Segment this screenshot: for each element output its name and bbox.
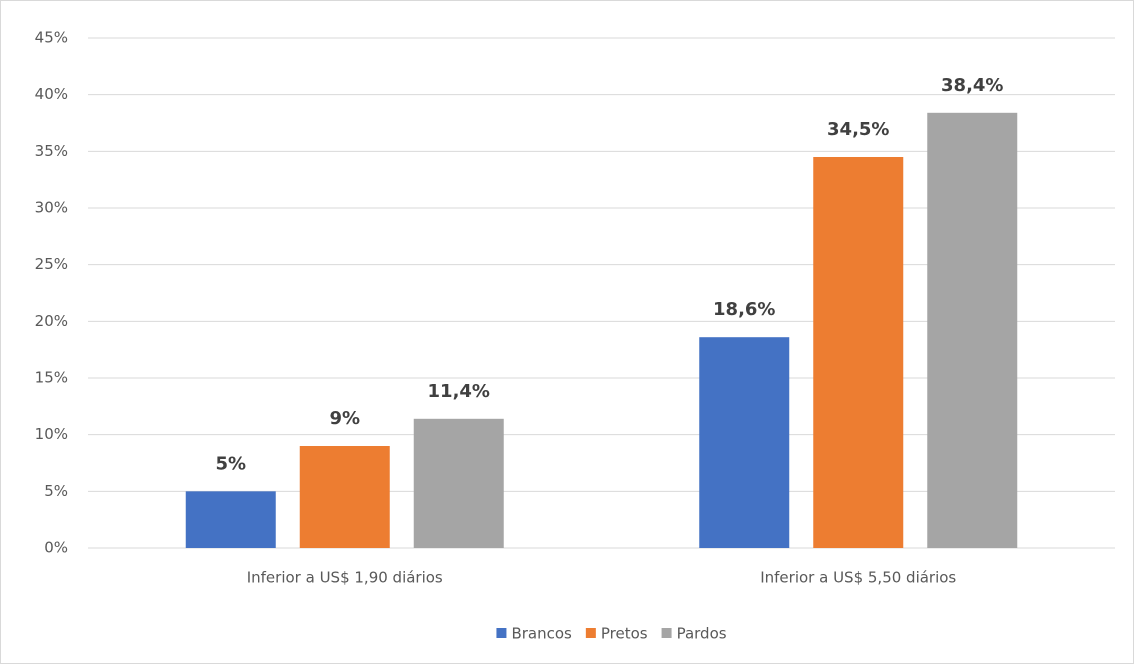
bar [413, 418, 504, 548]
value-label: 11,4% [428, 381, 490, 402]
y-tick-label: 40% [35, 85, 68, 103]
y-tick-label: 45% [35, 29, 68, 47]
legend-label: Pretos [601, 625, 648, 643]
legend-label: Brancos [511, 625, 572, 643]
legend-label: Pardos [677, 625, 727, 643]
value-label: 38,4% [941, 75, 1003, 96]
legend-swatch [496, 628, 507, 638]
y-tick-label: 35% [35, 142, 68, 160]
value-label: 34,5% [827, 119, 889, 140]
value-label: 9% [329, 408, 360, 429]
legend-swatch [585, 628, 596, 638]
value-label: 18,6% [713, 299, 775, 320]
y-tick-label: 10% [35, 425, 68, 443]
bar [699, 337, 790, 548]
y-tick-label: 5% [44, 482, 68, 500]
bar [299, 446, 390, 548]
bar [927, 112, 1018, 549]
x-tick-label: Inferior a US$ 5,50 diários [760, 569, 956, 587]
x-tick-label: Inferior a US$ 1,90 diários [247, 569, 443, 587]
y-tick-label: 25% [35, 255, 68, 273]
y-tick-label: 15% [35, 369, 68, 387]
y-tick-label: 20% [35, 312, 68, 330]
legend-swatch [661, 628, 672, 638]
bar [813, 157, 904, 548]
y-tick-label: 30% [35, 199, 68, 217]
value-label: 5% [215, 453, 246, 474]
y-tick-label: 0% [44, 539, 68, 557]
bar [185, 491, 276, 548]
